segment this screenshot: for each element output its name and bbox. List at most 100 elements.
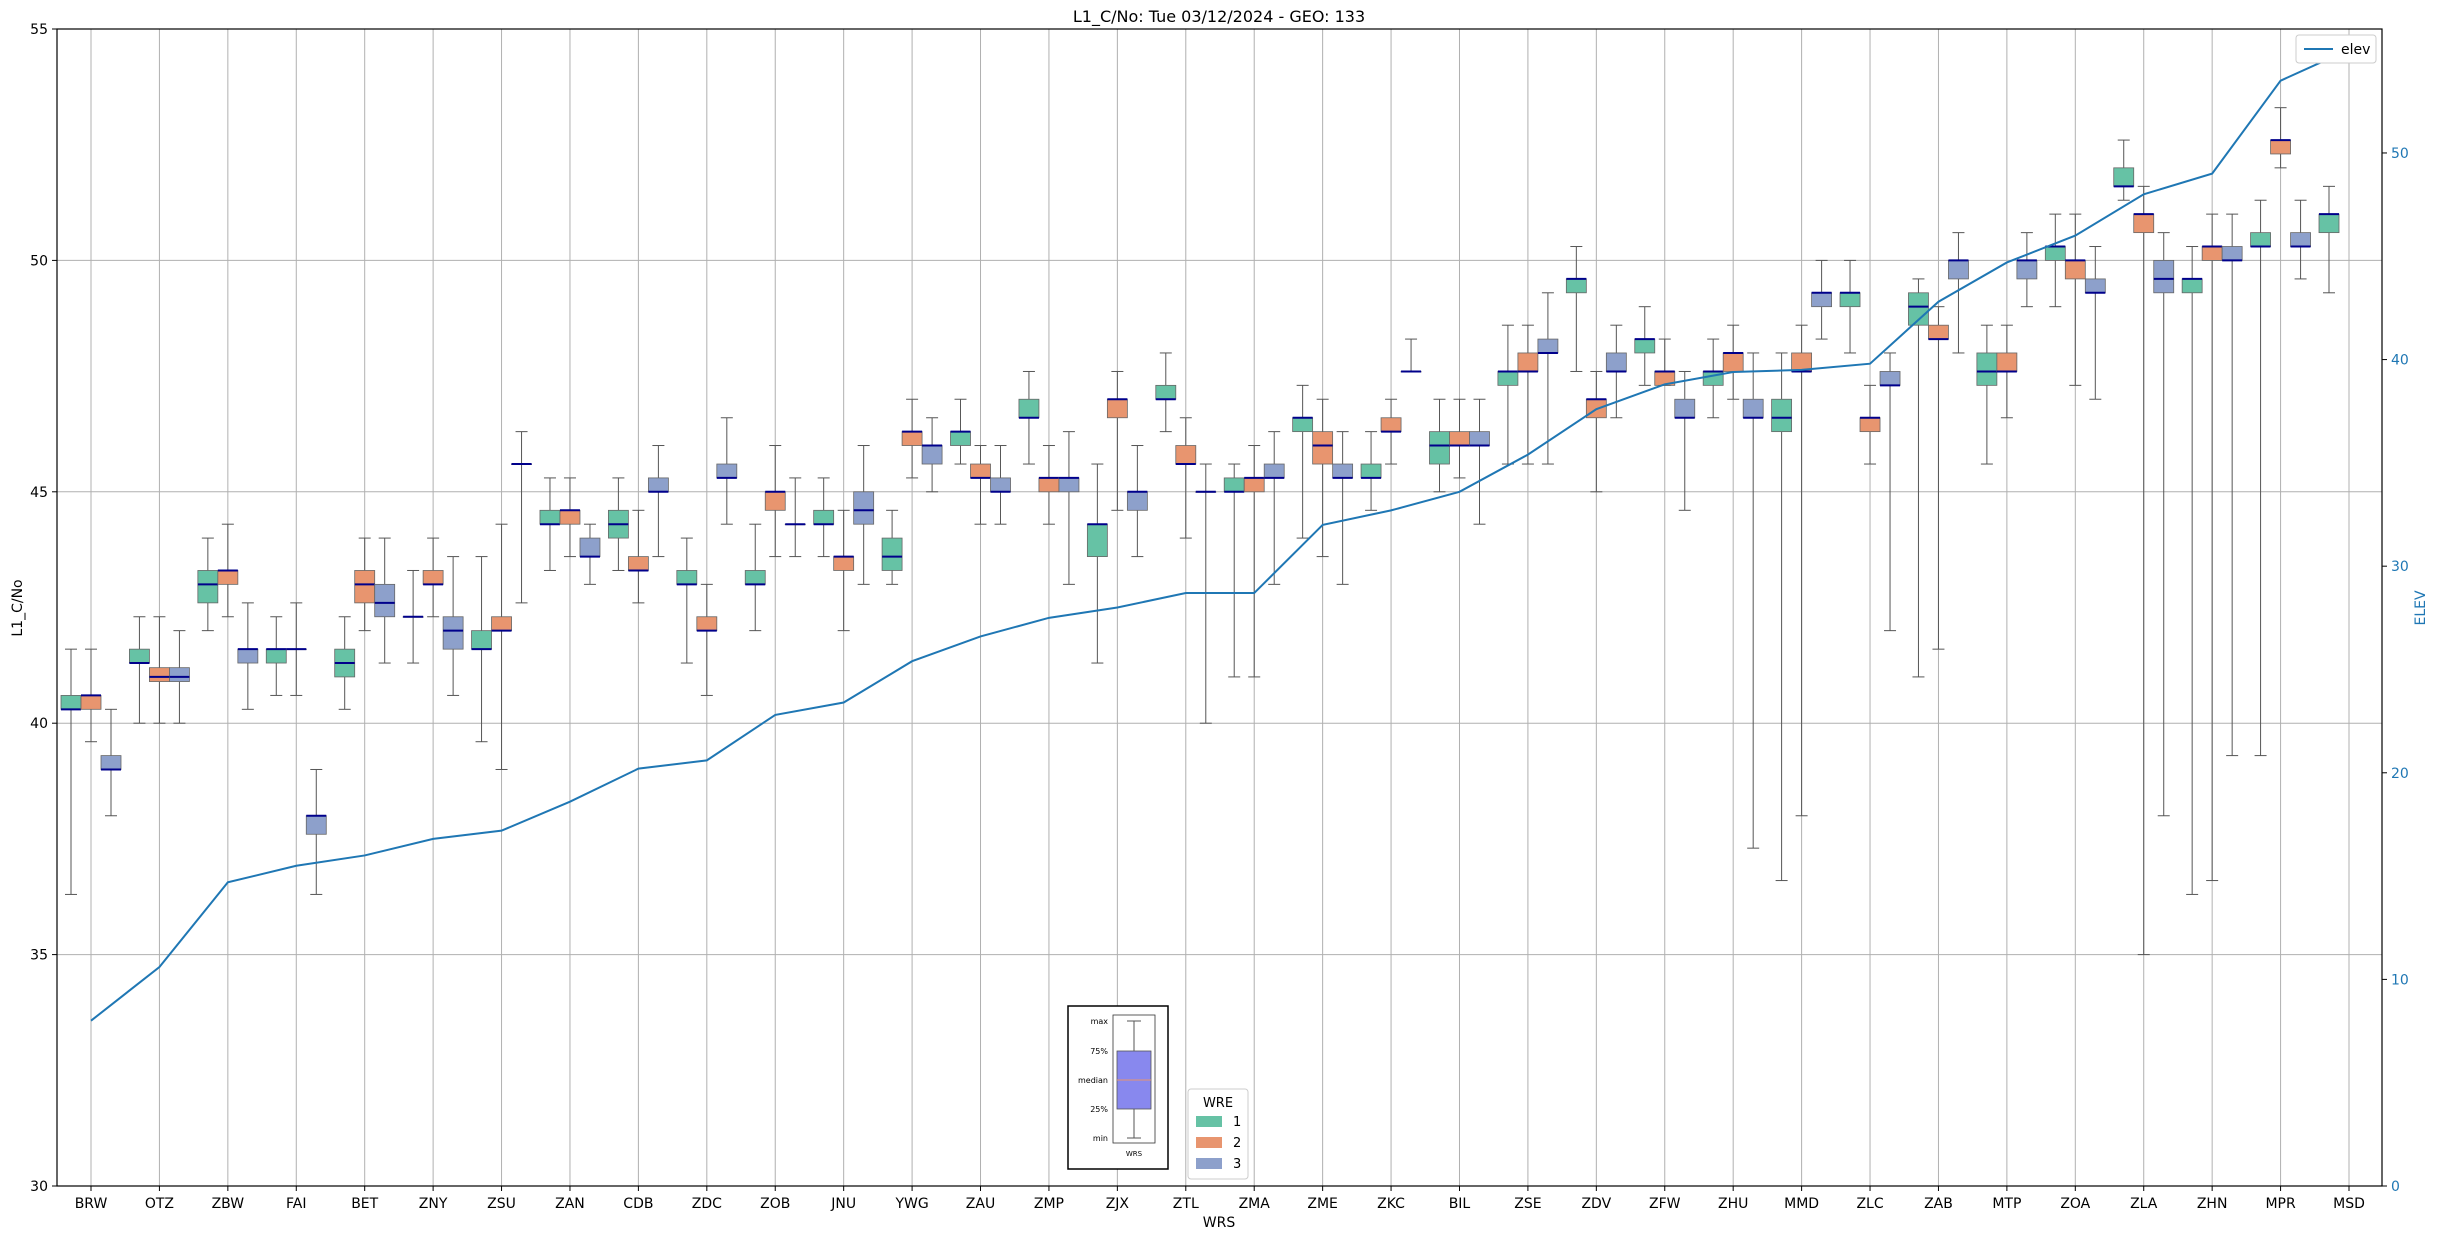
y2-tick-label: 10 <box>2391 972 2409 988</box>
y-tick-label: 45 <box>30 485 48 501</box>
box-iqr <box>305 815 327 835</box>
box-iqr <box>265 648 287 664</box>
y-axis-right: 0 10 20 30 40 50 <box>2382 146 2409 1195</box>
x-tick-label: ZLC <box>1856 1196 1883 1212</box>
box-iqr <box>921 445 943 465</box>
box-iqr <box>1976 352 1998 386</box>
wre-legend: WRE 1 2 3 <box>1187 1088 1249 1180</box>
elev-legend-label: elev <box>2341 42 2370 58</box>
box-iqr <box>1223 477 1245 493</box>
box-iqr <box>1155 384 1177 400</box>
box-iqr <box>1879 371 1901 386</box>
y2-tick-label: 0 <box>2391 1179 2400 1195</box>
box-iqr <box>442 616 464 650</box>
box-iqr <box>1058 477 1080 493</box>
box-iqr <box>149 667 170 682</box>
box-iqr <box>2221 246 2243 261</box>
box-iqr <box>853 491 875 525</box>
box-iqr <box>2113 167 2135 187</box>
key-label-min: min <box>1093 1134 1108 1143</box>
x-tick-label: BIL <box>1449 1196 1471 1212</box>
box-iqr <box>1908 292 1929 326</box>
box-iqr <box>2270 139 2291 155</box>
box-iqr <box>1928 324 1949 340</box>
box-iqr <box>2201 246 2223 261</box>
y-tick-label: 40 <box>30 716 48 732</box>
box-iqr <box>1292 417 1314 433</box>
box-iqr <box>539 509 561 525</box>
box-iqr <box>1380 417 1402 433</box>
box-iqr <box>1038 477 1060 493</box>
box-iqr <box>2181 278 2203 294</box>
x-tick-label: ZNY <box>419 1196 448 1212</box>
chart-title: L1_C/No: Tue 03/12/2024 - GEO: 133 <box>1073 7 1365 27</box>
wre-legend-swatch-3 <box>1196 1158 1222 1169</box>
y-tick-label: 30 <box>30 1179 48 1195</box>
box-iqr <box>1429 431 1450 465</box>
x-tick-label: ZMP <box>1034 1196 1064 1212</box>
box-iqr <box>696 616 718 632</box>
x-tick-label: JNU <box>830 1196 856 1212</box>
box-iqr <box>579 537 601 557</box>
box-iqr <box>2133 213 2155 234</box>
box-iqr <box>2153 259 2175 294</box>
box-iqr <box>1018 398 1040 419</box>
box-iqr <box>833 556 855 571</box>
box-iqr <box>80 695 102 710</box>
x-tick-label: ZFW <box>1649 1196 1681 1212</box>
box-iqr <box>1332 463 1354 479</box>
box-iqr <box>627 556 649 571</box>
x-tick-label: ZSU <box>487 1196 516 1212</box>
box-iqr <box>2016 259 2038 280</box>
box-iqr <box>1811 292 1833 308</box>
box-iqr <box>1537 338 1559 354</box>
box-iqr <box>1948 259 1969 280</box>
y2-axis-label: ELEV <box>2413 590 2429 625</box>
box-iqr <box>2084 278 2106 294</box>
x-tick-label: ZDV <box>1581 1196 1611 1212</box>
box-iqr <box>1106 398 1128 419</box>
box-iqr <box>197 570 219 604</box>
x-tick-label: MTP <box>1992 1196 2021 1212</box>
box-iqr <box>1996 352 2018 372</box>
box-iqr <box>647 477 669 493</box>
box-iqr <box>471 630 492 650</box>
box-iqr <box>881 537 903 571</box>
box-iqr <box>1674 398 1696 419</box>
x-tick-label: ZDC <box>692 1196 722 1212</box>
box-iqr <box>1605 352 1627 372</box>
x-tick-label: ZAB <box>1924 1196 1953 1212</box>
box-iqr <box>1126 491 1148 511</box>
x-tick-label: YWG <box>894 1196 928 1212</box>
x-tick-label: BET <box>351 1196 378 1212</box>
wre-legend-title: WRE <box>1203 1096 1233 1111</box>
x-tick-label: ZOB <box>760 1196 790 1212</box>
box-iqr <box>901 431 923 446</box>
box-iqr <box>1742 398 1764 419</box>
y2-tick-label: 30 <box>2391 559 2409 575</box>
box-iqr <box>1771 398 1793 433</box>
x-tick-label: OTZ <box>145 1196 174 1212</box>
x-tick-label: ZAU <box>966 1196 995 1212</box>
box-iqr <box>129 648 150 664</box>
box-iqr <box>1497 371 1519 386</box>
box-iqr <box>2064 259 2086 280</box>
box-iqr <box>1722 352 1744 372</box>
x-tick-label: ZSE <box>1514 1196 1541 1212</box>
box-iqr <box>1360 463 1382 479</box>
box-iqr <box>1243 477 1265 493</box>
x-tick-label: ZLA <box>2130 1196 2158 1212</box>
wre-legend-label-1: 1 <box>1233 1115 1241 1130</box>
box-iqr <box>744 570 766 585</box>
box-iqr <box>100 755 122 770</box>
elev-line-series <box>90 48 2350 1022</box>
y-tick-label: 35 <box>30 948 48 964</box>
box-iqr <box>2044 246 2066 261</box>
box-iqr <box>1449 431 1470 446</box>
y2-tick-label: 50 <box>2391 146 2409 162</box>
y2-tick-label: 20 <box>2391 766 2409 782</box>
key-label-75: 75% <box>1090 1047 1108 1056</box>
box-iqr <box>1839 292 1861 308</box>
x-axis-label: WRS <box>1203 1215 1236 1231</box>
key-label-median: median <box>1078 1076 1108 1085</box>
